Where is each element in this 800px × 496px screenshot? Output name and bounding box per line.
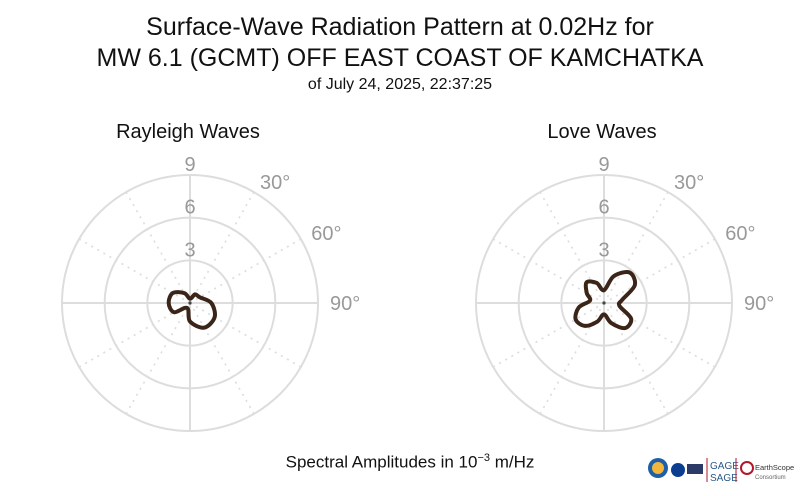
chart-2-center-dot <box>602 301 606 305</box>
chart-2-r-tick-2: 6 <box>598 197 609 219</box>
nsf-logo-icon <box>648 458 668 478</box>
chart-2-spoke-240 <box>492 302 605 368</box>
chart-1-spoke-210 <box>125 302 191 415</box>
nasa-logo-icon <box>671 463 685 477</box>
chart-1-spoke-30 <box>189 191 255 304</box>
gage-logo-text: GAGE <box>710 461 739 472</box>
chart-1-r-tick-3: 9 <box>184 154 195 176</box>
title-line-2: MW 6.1 (GCMT) OFF EAST COAST OF KAMCHATK… <box>96 44 704 72</box>
chart-2-r-tick-1: 3 <box>598 239 609 261</box>
chart-1-r-tick-1: 3 <box>184 239 195 261</box>
chart-2-spoke-120 <box>603 302 716 368</box>
chart-2-r-tick-3: 9 <box>598 154 609 176</box>
sponsor-logos: GAGE SAGE EarthScope Consortium <box>648 458 794 484</box>
chart-1-center-dot <box>188 301 192 305</box>
title-line-1: Surface-Wave Radiation Pattern at 0.02Hz… <box>146 13 654 41</box>
chart-2-title: Love Waves <box>547 121 656 143</box>
chart-1-angle-label-60: 60° <box>311 223 341 245</box>
sage-logo-text: SAGE <box>710 473 738 484</box>
chart-1-spoke-330 <box>125 191 191 304</box>
chart-2-spoke-60 <box>603 238 716 304</box>
chart-1-title: Rayleigh Waves <box>116 121 260 143</box>
chart-1-angle-label-30: 30° <box>260 172 290 194</box>
chart-2-radiation-curve-1 <box>573 270 638 331</box>
units-prefix: Spectral Amplitudes in 10 <box>285 452 478 472</box>
units-exponent: −3 <box>477 452 490 464</box>
chart-2-spoke-150 <box>603 302 669 415</box>
chart-2-spoke-330 <box>539 191 605 304</box>
units-suffix: m/Hz <box>490 452 535 472</box>
chart-1-spoke-120 <box>189 302 302 368</box>
chart-2-angle-label-30: 30° <box>674 172 704 194</box>
title-line-3: of July 24, 2025, 22:37:25 <box>307 76 493 93</box>
chart-1-spoke-150 <box>189 302 255 415</box>
amplitude-units-caption: Spectral Amplitudes in 10−3 m/Hz <box>0 452 800 473</box>
earthscope-logo-text: EarthScope <box>755 463 794 472</box>
chart-1-spoke-240 <box>78 302 191 368</box>
usgs-logo-icon <box>687 464 703 474</box>
chart-1-r-tick-2: 6 <box>184 197 195 219</box>
chart-1-radiation-curve-1 <box>166 290 217 330</box>
chart-2-spoke-30 <box>603 191 669 304</box>
consortium-logo-text: Consortium <box>755 475 786 481</box>
chart-1-spoke-60 <box>189 238 302 304</box>
earthscope-logo-icon <box>740 461 754 475</box>
chart-2-angle-label-90: 90° <box>744 293 774 315</box>
chart-2-angle-label-60: 60° <box>725 223 755 245</box>
chart-2-spoke-210 <box>539 302 605 415</box>
chart-title-block: Surface-Wave Radiation Pattern at 0.02Hz… <box>0 12 800 95</box>
chart-1-angle-label-90: 90° <box>330 293 360 315</box>
